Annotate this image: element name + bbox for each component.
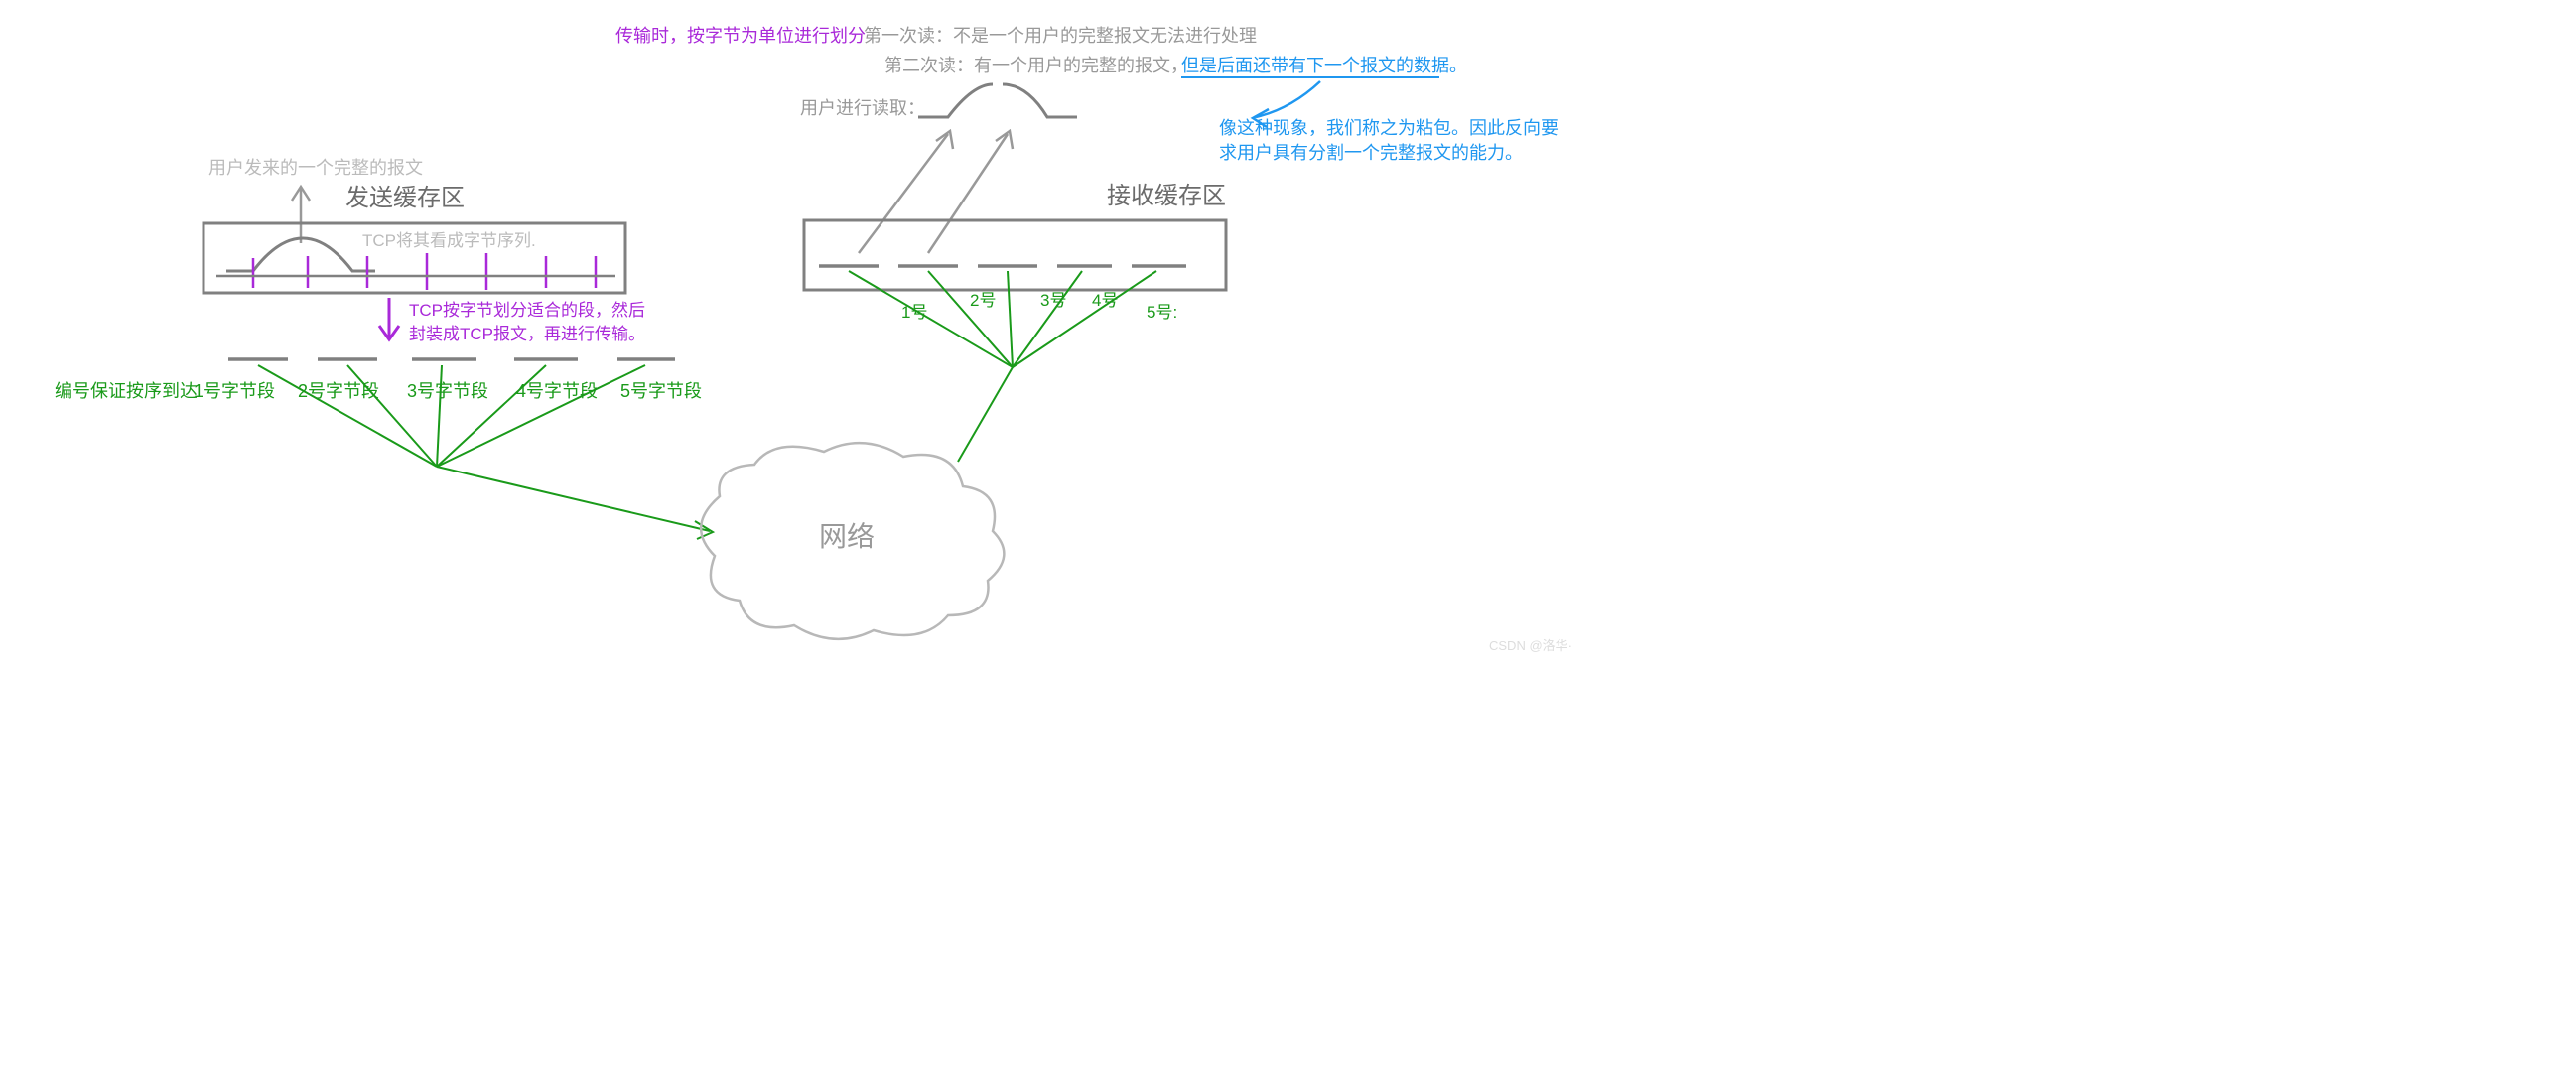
recv-converge	[849, 271, 1156, 367]
read-hump	[918, 84, 1077, 117]
arrow-up-left	[292, 187, 310, 243]
recv-buffer-title: 接收缓存区	[1107, 183, 1226, 209]
tcp-bytes-label: TCP将其看成字节序列.	[362, 231, 536, 250]
watermark: CSDN @洛华·	[1489, 638, 1572, 653]
seg1-label: 1号字节段	[194, 381, 275, 401]
sticky-line1: 像这种现象，我们称之为粘包。因此反向要	[1219, 118, 1559, 138]
transport-note: 传输时，按字节为单位进行划分	[615, 26, 866, 46]
num2: 2号	[970, 291, 996, 310]
tcp-seg-line1: TCP按字节划分适合的段，然后	[409, 301, 645, 320]
num3: 3号	[1040, 291, 1066, 310]
seg2-label: 2号字节段	[298, 381, 379, 401]
order-label: 编号保证按序到达	[55, 381, 198, 401]
user-reads-label: 用户进行读取：	[800, 98, 925, 118]
sticky-line2: 求用户具有分割一个完整报文的能力。	[1219, 143, 1523, 163]
read-arrows	[859, 131, 1013, 253]
second-read-a: 第二次读：有一个用户的完整的报文，	[884, 56, 1188, 75]
seg5-label: 5号字节段	[620, 381, 702, 401]
num5: 5号:	[1147, 303, 1177, 322]
recv-buffer-box	[804, 220, 1226, 290]
diagram-canvas: 用户发来的一个完整的报文 发送缓存区 TCP将其看成字节序列. TCP按字节划分…	[0, 0, 2576, 1079]
user-msg-label: 用户发来的一个完整的报文	[208, 158, 423, 178]
seg3-label: 3号字节段	[407, 381, 488, 401]
seg4-label: 4号字节段	[516, 381, 598, 401]
first-read-label: 第一次读：不是一个用户的完整报文无法进行处理	[864, 26, 1257, 46]
from-cloud-line	[958, 367, 1013, 462]
send-buffer-title: 发送缓存区	[345, 185, 465, 211]
byte-ticks	[253, 253, 596, 290]
network-label: 网络	[819, 521, 875, 552]
num1: 1号	[901, 303, 927, 322]
tcp-seg-line2: 封装成TCP报文，再进行传输。	[409, 325, 645, 343]
to-cloud-line	[437, 467, 713, 539]
second-read-b: 但是后面还带有下一个报文的数据。	[1181, 56, 1467, 75]
arrow-down-segment	[379, 298, 399, 339]
